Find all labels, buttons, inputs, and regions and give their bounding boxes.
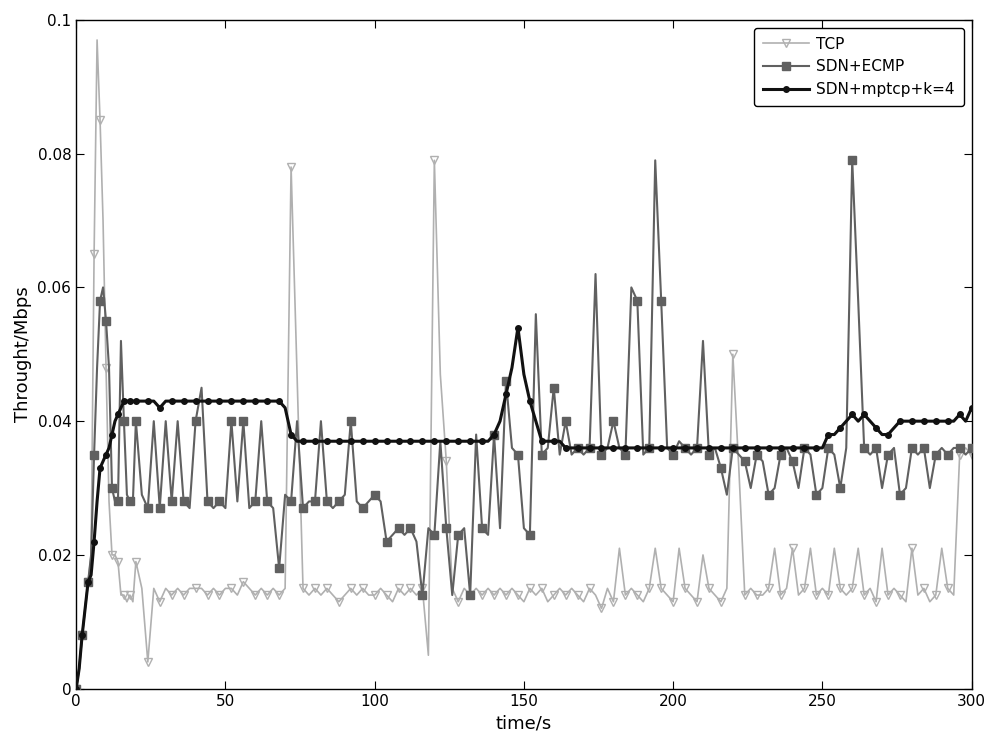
SDN+ECMP bbox=[858, 443, 870, 452]
Y-axis label: Throught/Mbps: Throught/Mbps bbox=[14, 286, 32, 422]
SDN+ECMP bbox=[966, 443, 978, 452]
SDN+ECMP bbox=[649, 156, 661, 165]
SDN+ECMP bbox=[924, 483, 936, 492]
TCP bbox=[279, 584, 291, 593]
SDN+mptcp+k=4 bbox=[273, 397, 285, 406]
Line: TCP: TCP bbox=[72, 36, 976, 693]
TCP bbox=[858, 591, 870, 600]
SDN+mptcp+k=4 bbox=[924, 417, 936, 426]
SDN+ECMP bbox=[327, 504, 339, 513]
TCP bbox=[810, 591, 822, 600]
Legend: TCP, SDN+ECMP, SDN+mptcp+k=4: TCP, SDN+ECMP, SDN+mptcp+k=4 bbox=[754, 28, 964, 106]
SDN+mptcp+k=4 bbox=[858, 410, 870, 419]
Line: SDN+ECMP: SDN+ECMP bbox=[72, 156, 976, 693]
TCP bbox=[966, 450, 978, 459]
SDN+mptcp+k=4 bbox=[70, 684, 82, 693]
SDN+mptcp+k=4 bbox=[966, 404, 978, 413]
TCP bbox=[91, 36, 103, 45]
SDN+ECMP bbox=[363, 497, 375, 506]
SDN+mptcp+k=4 bbox=[327, 436, 339, 445]
TCP bbox=[70, 684, 82, 693]
TCP bbox=[333, 598, 345, 606]
SDN+ECMP bbox=[810, 490, 822, 499]
TCP bbox=[369, 591, 381, 600]
SDN+mptcp+k=4 bbox=[512, 323, 524, 332]
SDN+mptcp+k=4 bbox=[363, 436, 375, 445]
SDN+ECMP bbox=[273, 564, 285, 573]
Line: SDN+mptcp+k=4: SDN+mptcp+k=4 bbox=[73, 325, 974, 692]
TCP bbox=[924, 598, 936, 606]
X-axis label: time/s: time/s bbox=[496, 714, 552, 732]
SDN+ECMP bbox=[70, 684, 82, 693]
SDN+mptcp+k=4 bbox=[810, 443, 822, 452]
